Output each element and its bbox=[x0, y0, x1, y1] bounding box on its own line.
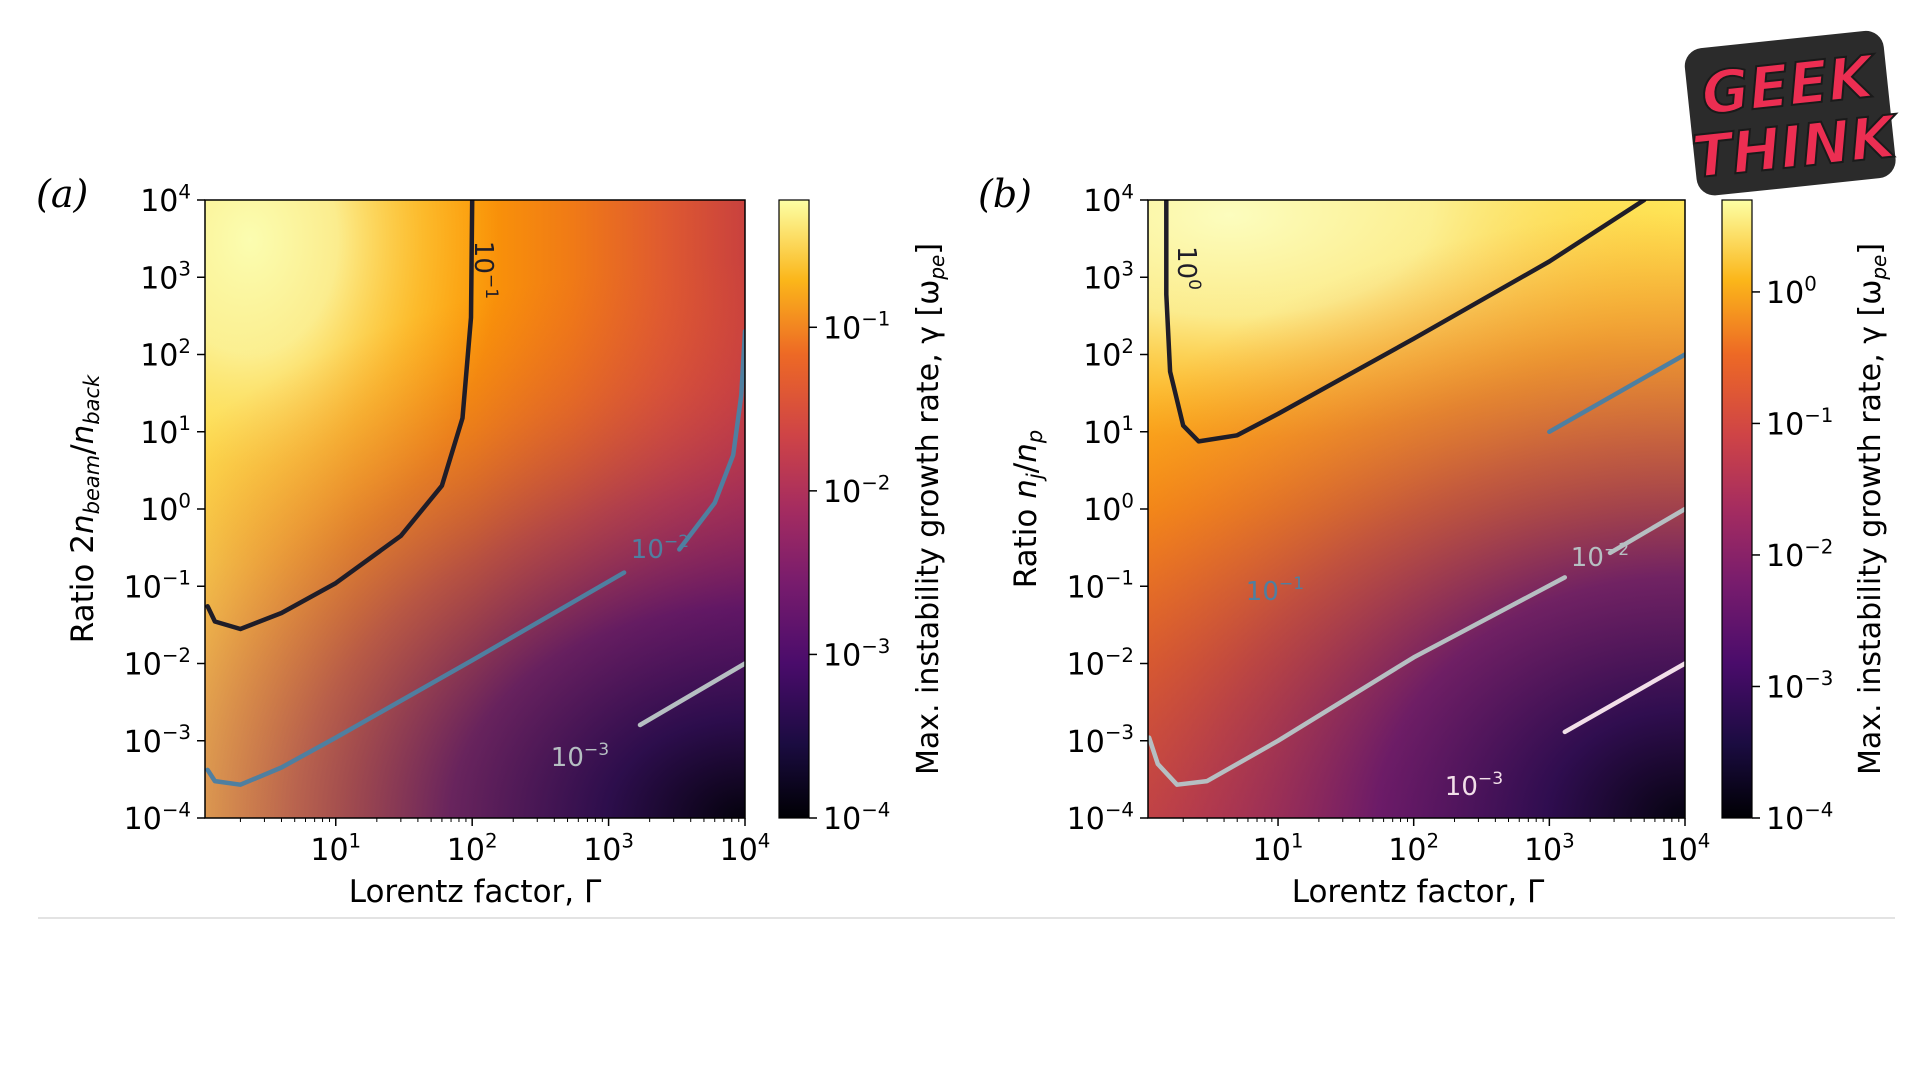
x-tick-label-b: 101 bbox=[1253, 829, 1304, 868]
y-label-n1-b: n bbox=[1008, 479, 1044, 499]
y-label-s1-b: j bbox=[1023, 473, 1047, 482]
contour-label-a-0: 10−1 bbox=[468, 241, 501, 299]
cb-label-prefix-a: Max. instability growth rate, γ [ω bbox=[911, 280, 946, 775]
y-tick-label-b: 101 bbox=[1083, 412, 1134, 451]
y-tick-label-a: 103 bbox=[140, 258, 191, 297]
contour-labels-a: 10−1 10−2 10−3 bbox=[468, 241, 689, 773]
heatmap-b bbox=[1148, 200, 1685, 818]
panel-a: 10−110−210−3 101 102 103 10410−410−310−210−… bbox=[36, 172, 949, 910]
y-tick-label-b: 104 bbox=[1083, 180, 1134, 219]
colorbar-tick-label-a: 10−1 bbox=[823, 308, 890, 347]
colorbar-a bbox=[778, 199, 810, 819]
y-tick-label-a: 102 bbox=[140, 335, 191, 374]
axes-frame-b bbox=[1147, 199, 1686, 819]
y-label-s2-b: p bbox=[1023, 430, 1047, 444]
contour-label-b-1: 10−1 bbox=[1246, 574, 1304, 607]
y-label-prefix-b: Ratio bbox=[1008, 499, 1044, 588]
colorbar-tick-label-a: 10−4 bbox=[823, 798, 890, 837]
y-tick-label-b: 10−2 bbox=[1067, 644, 1134, 683]
y-tick-label-a: 10−1 bbox=[124, 567, 191, 606]
cb-label-sub-a: pe bbox=[925, 255, 949, 281]
contour-line-b-2 bbox=[1148, 575, 1568, 787]
x-tick-label-a: 104 bbox=[720, 829, 771, 868]
cb-label-suffix-b: ] bbox=[1853, 243, 1888, 255]
contour-line-a-3 bbox=[637, 661, 745, 728]
heatmap-a bbox=[205, 200, 745, 818]
contour-label-b-2: 10−2 bbox=[1571, 540, 1629, 573]
cb-label-prefix-b: Max. instability growth rate, γ [ω bbox=[1853, 280, 1888, 775]
colorbar-tick-label-a: 10−3 bbox=[823, 635, 890, 674]
y-label-n1-a: n bbox=[65, 514, 101, 534]
x-tick-label-a: 103 bbox=[583, 829, 634, 868]
x-axis-label-a: Lorentz factor, Γ bbox=[349, 874, 602, 910]
contour-label-b-0: 100 bbox=[1171, 246, 1204, 290]
panel-label-a: (a) bbox=[36, 172, 88, 216]
contour-line-a-0 bbox=[205, 200, 475, 632]
y-tick-label-b: 103 bbox=[1083, 258, 1134, 297]
y-tick-label-b: 10−4 bbox=[1067, 798, 1134, 837]
y-label-slash-b: / bbox=[1008, 462, 1044, 473]
y-axis-label-b: Ratio nj/np bbox=[1008, 430, 1047, 588]
y-tick-label-b: 100 bbox=[1083, 489, 1134, 528]
y-tick-label-a: 10−2 bbox=[124, 644, 191, 683]
colorbar-tick-label-b: 10−4 bbox=[1766, 798, 1833, 837]
colorbar-b bbox=[1721, 199, 1753, 819]
geek-think-logo: GEEK THINK bbox=[1684, 30, 1903, 196]
y-label-n2-b: n bbox=[1008, 443, 1044, 463]
contour-label-a-1: 10−2 bbox=[631, 532, 689, 565]
panel-label-b: (b) bbox=[978, 172, 1032, 216]
contour-line-b-3 bbox=[1607, 506, 1685, 556]
y-tick-label-a: 100 bbox=[140, 489, 191, 528]
contour-labels-b: 100 10−1 10−2 10−3 bbox=[1171, 246, 1629, 802]
contour-line-a-2 bbox=[677, 328, 745, 552]
x-tick-label-b: 104 bbox=[1660, 829, 1711, 868]
panel-b: 100 10−1 10−2 10−3 101 102 103 104 10−4 10−3 10−2… bbox=[978, 172, 1891, 910]
colorbar-tick-label-a: 10−2 bbox=[823, 471, 890, 510]
y-label-prefix-a: Ratio 2 bbox=[65, 534, 101, 643]
cb-label-sub-b: pe bbox=[1867, 255, 1891, 281]
cb-label-suffix-a: ] bbox=[911, 243, 946, 255]
x-tick-label-a: 102 bbox=[447, 829, 498, 868]
y-tick-label-a: 101 bbox=[140, 412, 191, 451]
contour-line-a-1 bbox=[205, 570, 627, 787]
y-label-s2-a: back bbox=[80, 374, 104, 425]
x-axis-label-b: Lorentz factor, Γ bbox=[1292, 874, 1545, 910]
y-tick-label-b: 10−3 bbox=[1067, 721, 1134, 760]
colorbar-label-b: Max. instability growth rate, γ [ωpe] bbox=[1853, 243, 1891, 775]
y-tick-label-a: 104 bbox=[140, 180, 191, 219]
y-axis-label-a: Ratio 2nbeam/nback bbox=[65, 374, 104, 643]
contour-line-b-1 bbox=[1547, 352, 1685, 435]
y-label-n2-a: n bbox=[65, 425, 101, 445]
x-tick-label-a: 101 bbox=[310, 829, 361, 868]
x-tick-label-b: 102 bbox=[1388, 829, 1439, 868]
colorbar-tick-label-b: 10−2 bbox=[1766, 535, 1833, 574]
colorbar-label-a: Max. instability growth rate, γ [ωpe] bbox=[911, 243, 949, 775]
y-label-slash-a: / bbox=[65, 444, 101, 455]
y-tick-label-b: 10−1 bbox=[1067, 567, 1134, 606]
contour-label-a-2: 10−3 bbox=[551, 740, 609, 773]
colorbar-tick-label-b: 10−3 bbox=[1766, 667, 1833, 706]
contour-line-b-0 bbox=[1164, 200, 1647, 444]
x-tick-label-b: 103 bbox=[1524, 829, 1575, 868]
colorbar-tick-label-b: 100 bbox=[1766, 272, 1817, 311]
y-tick-label-a: 10−4 bbox=[124, 798, 191, 837]
y-tick-label-a: 10−3 bbox=[124, 721, 191, 760]
y-label-s1-a: beam bbox=[80, 455, 104, 515]
axes-frame-a bbox=[204, 199, 746, 819]
contour-line-b-4 bbox=[1562, 661, 1685, 735]
y-tick-label-b: 102 bbox=[1083, 335, 1134, 374]
colorbar-tick-label-b: 10−1 bbox=[1766, 404, 1833, 443]
contour-label-b-3: 10−3 bbox=[1445, 769, 1503, 802]
